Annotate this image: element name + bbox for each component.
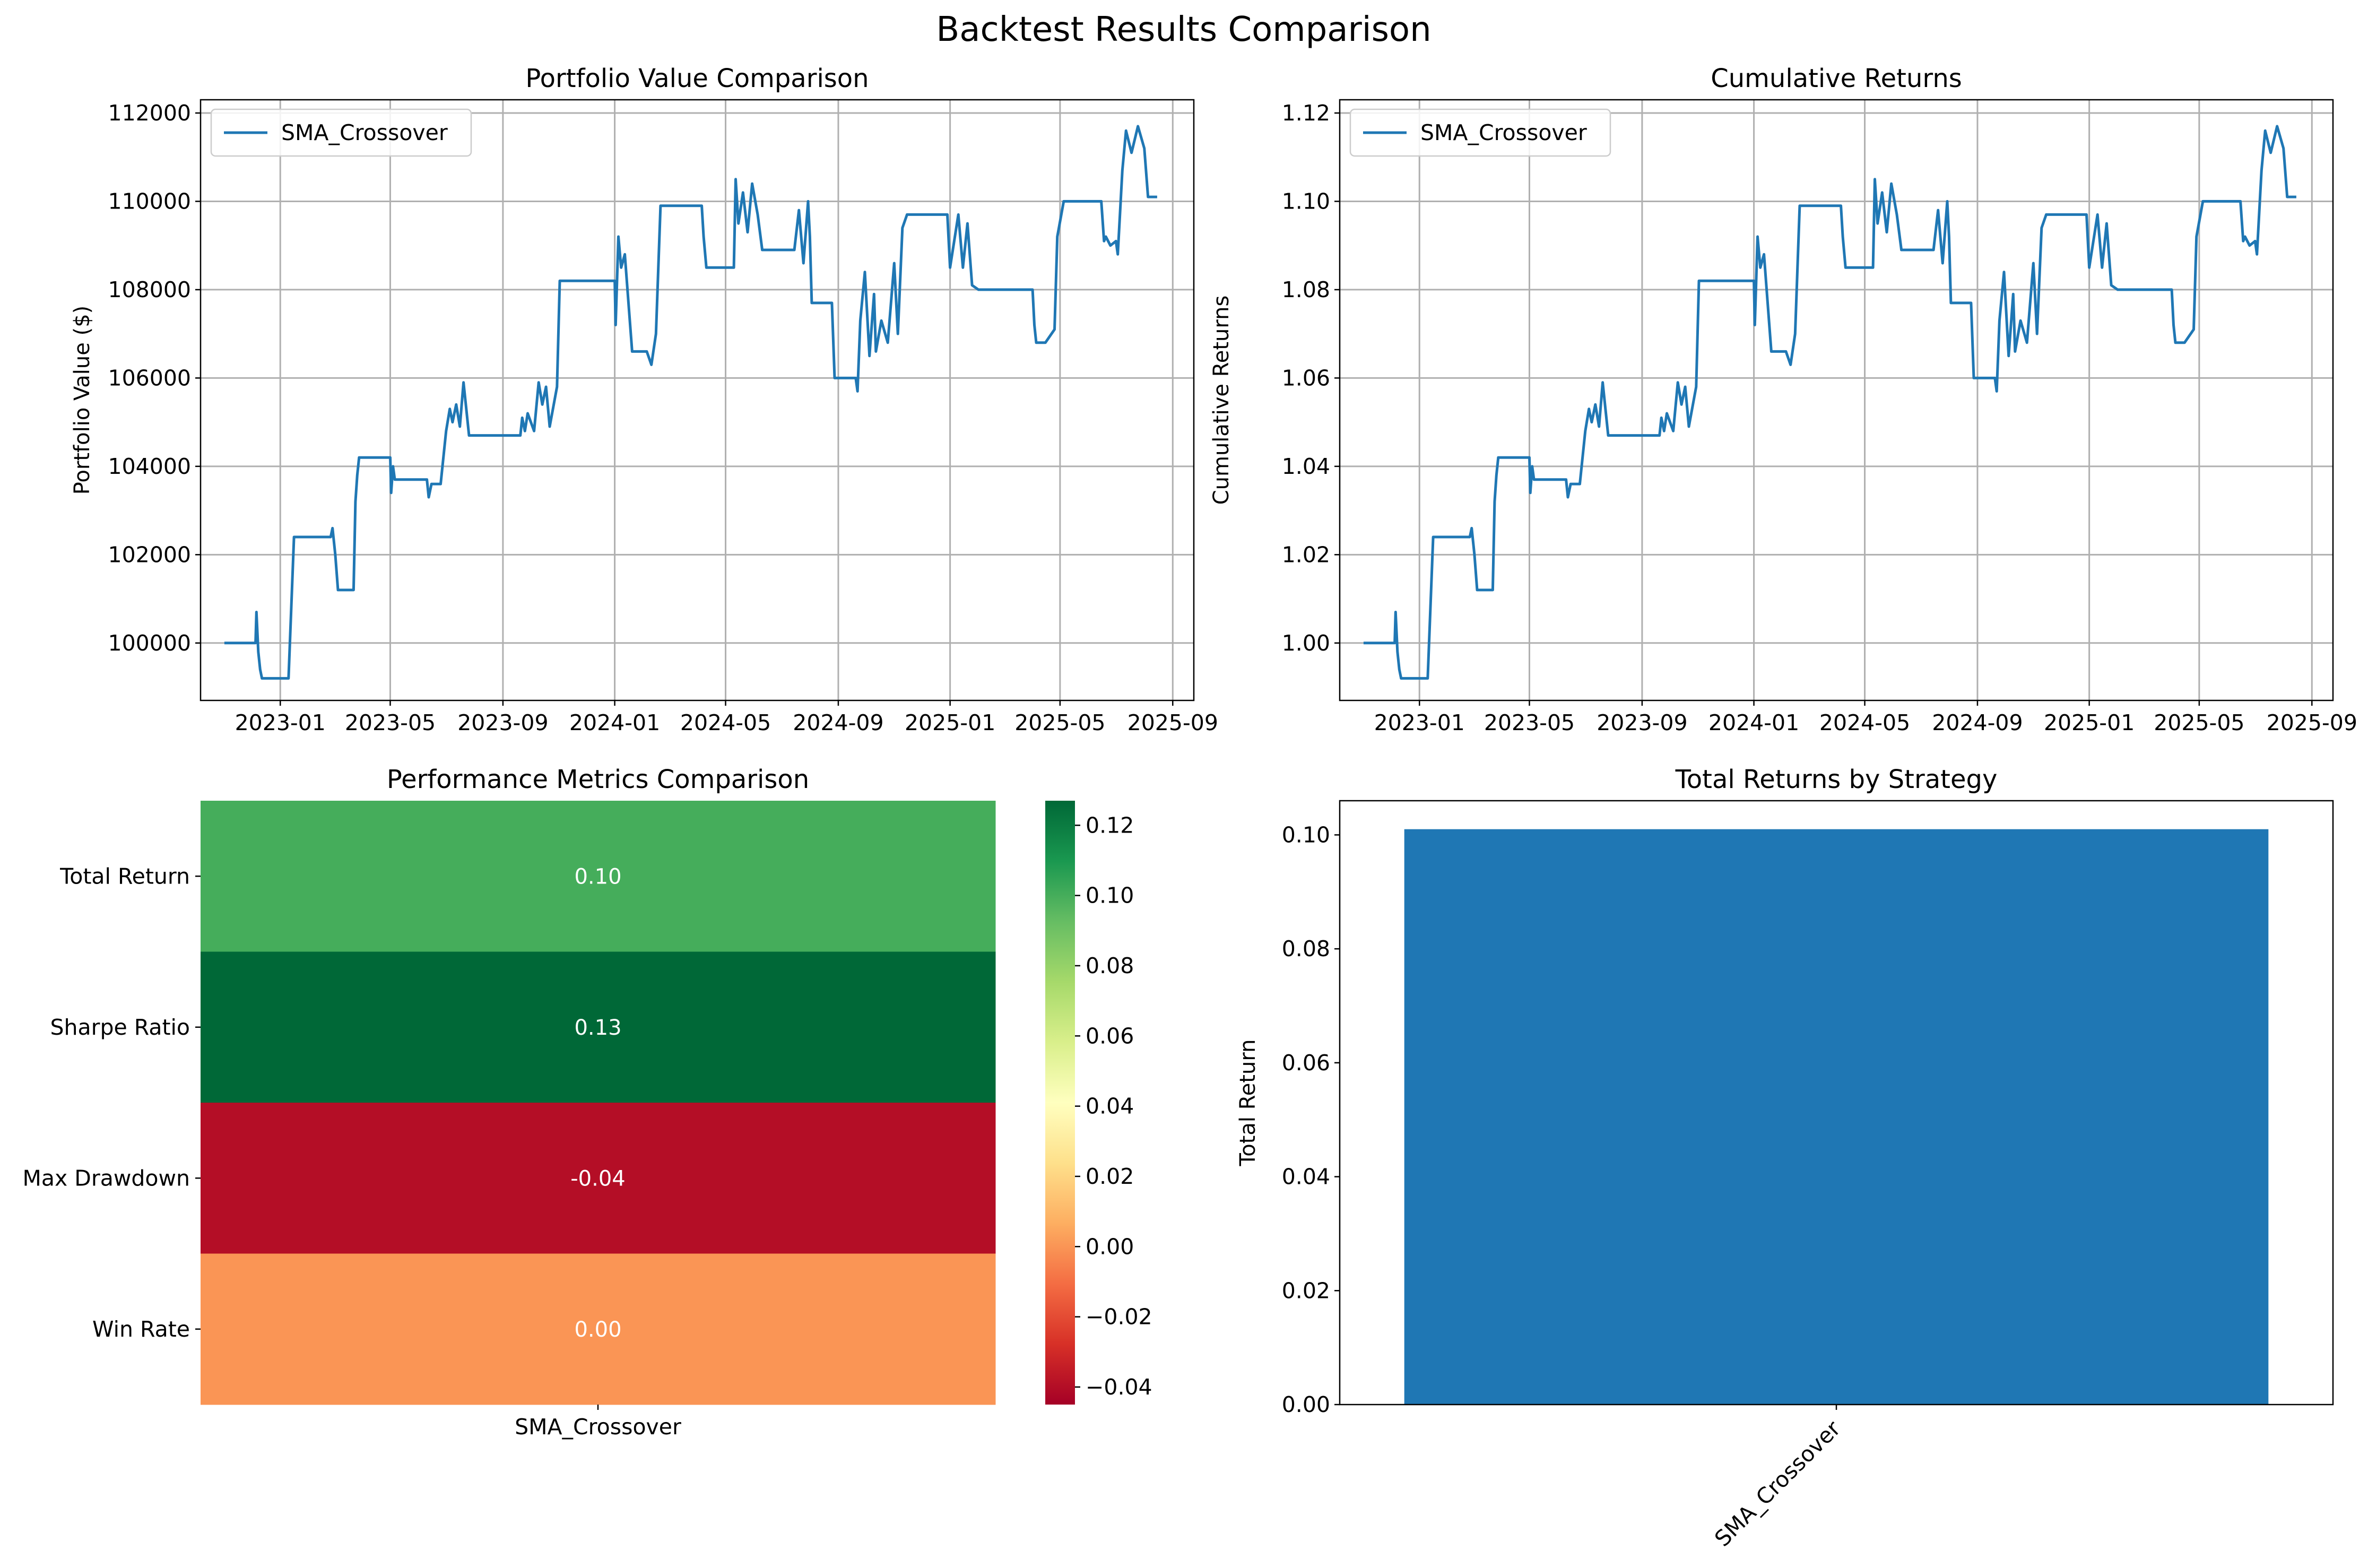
y-tick-label: 112000: [108, 100, 191, 126]
y-tick-label: 1.02: [1282, 542, 1330, 567]
x-tick-label: 2025-05: [1014, 710, 1105, 735]
colorbar-tick-label: 0.00: [1086, 1234, 1134, 1259]
y-tick-label: 104000: [108, 454, 191, 479]
axes-frame: [199, 99, 1195, 701]
x-tick-label: 2024-05: [1819, 710, 1910, 735]
colorbar-tick-label: 0.10: [1086, 883, 1134, 908]
line-chart-1: 2023-01 2023-05 2023-09 2024-01 2024-05 2024-…: [1209, 64, 2357, 735]
x-tick-label: 2024-01: [1708, 710, 1799, 735]
grid: [1340, 100, 2333, 700]
colorbar-tick-label: −0.04: [1086, 1374, 1152, 1400]
line-chart-0: 2023-01 2023-05 2023-09 2024-01 2024-05 2024-…: [70, 64, 1218, 735]
y-tick-label: 1.12: [1282, 100, 1330, 126]
heatmap-cell-label: -0.04: [570, 1166, 626, 1191]
bar-chart-3: SMA_Crossover0.000.020.040.060.080.10Tot…: [1236, 765, 2334, 1552]
y-axis-label: Total Return: [1236, 1039, 1260, 1167]
x-tick-label: 2025-05: [2154, 710, 2244, 735]
colorbar-tick-label: 0.12: [1086, 812, 1134, 838]
chart-title: Cumulative Returns: [1711, 64, 1962, 93]
y-tick-label: 1.08: [1282, 277, 1330, 302]
x-tick-label: 2024-05: [680, 710, 771, 735]
y-tick-label: 100000: [108, 630, 191, 656]
y-axis-label: Cumulative Returns: [1209, 296, 1234, 505]
series-line-0: [224, 125, 1157, 680]
row-label: Max Drawdown: [22, 1165, 190, 1191]
x-tick-label: 2025-09: [1127, 710, 1218, 735]
x-tick-label: 2023-01: [1374, 710, 1465, 735]
colorbar-tick-label: 0.06: [1086, 1023, 1134, 1049]
legend: SMA_Crossover: [1349, 108, 1611, 157]
y-tick-label: 102000: [108, 542, 191, 567]
colorbar-tick-label: 0.04: [1086, 1094, 1134, 1119]
x-tick-label: 2023-01: [235, 710, 326, 735]
y-tick-label: 1.06: [1282, 365, 1330, 391]
colorbar-tick-label: −0.02: [1086, 1304, 1152, 1330]
heatmap-cell-label: 0.00: [574, 1318, 621, 1342]
figure-title: Backtest Results Comparison: [936, 10, 1431, 49]
y-tick-label: 0.04: [1282, 1164, 1330, 1190]
x-tick-label: 2023-05: [345, 710, 436, 735]
heatmap-cell: [201, 1253, 996, 1405]
row-label: Win Rate: [92, 1316, 190, 1342]
y-tick-label: 0.00: [1282, 1392, 1330, 1417]
legend-label: SMA_Crossover: [1420, 120, 1587, 145]
y-tick-label: 106000: [108, 365, 191, 391]
x-tick-label: 2023-09: [457, 710, 548, 735]
y-tick-label: 1.04: [1282, 454, 1330, 479]
row-label: Sharpe Ratio: [50, 1015, 190, 1040]
series-line-0: [1363, 125, 2296, 680]
heatmap-cell-label: 0.13: [574, 1016, 621, 1040]
y-tick-label: 1.10: [1282, 188, 1330, 214]
y-tick-label: 108000: [108, 277, 191, 302]
y-tick-label: 0.02: [1282, 1278, 1330, 1303]
x-tick-label: 2025-01: [905, 710, 995, 735]
y-tick-label: 0.06: [1282, 1050, 1330, 1076]
y-axis-label: Portfolio Value ($): [70, 306, 94, 495]
y-tick-label: 0.08: [1282, 936, 1330, 961]
column-label: SMA_Crossover: [515, 1414, 681, 1440]
x-tick-label: 2023-09: [1597, 710, 1687, 735]
colorbar-tick-label: 0.08: [1086, 953, 1134, 978]
subplots: 2023-01 2023-05 2023-09 2024-01 2024-05 2024-…: [22, 64, 2357, 1552]
heatmap-cell-label: 0.10: [574, 864, 621, 889]
axes-frame: [1339, 99, 2334, 701]
x-tick-label: 2024-01: [569, 710, 660, 735]
legend-box: [1349, 108, 1611, 157]
x-tick-label: 2025-01: [2044, 710, 2135, 735]
heatmap-2: 0.10 Total Return 0.13 Sharpe Ratio -0.04 Max…: [22, 765, 1152, 1440]
grid: [201, 100, 1194, 700]
x-tick-label: 2025-09: [2267, 710, 2357, 735]
legend-label: SMA_Crossover: [281, 120, 448, 145]
legend-box: [210, 108, 472, 157]
y-tick-label: 1.00: [1282, 630, 1330, 656]
colorbar: [1045, 801, 1075, 1405]
axes-frame: [1339, 800, 2334, 1406]
x-tick-label: 2023-05: [1484, 710, 1575, 735]
heatmap-cell: [201, 1103, 996, 1254]
chart-title: Performance Metrics Comparison: [387, 765, 809, 794]
heatmap-cell: [201, 951, 996, 1103]
legend: SMA_Crossover: [210, 108, 472, 157]
x-tick-label: 2024-09: [1932, 710, 2023, 735]
y-tick-label: 0.10: [1282, 822, 1330, 847]
chart-title: Total Returns by Strategy: [1675, 765, 1998, 794]
row-label: Total Return: [59, 863, 190, 889]
y-tick-label: 110000: [108, 188, 191, 214]
heatmap-cell: [201, 801, 996, 952]
chart-title: Portfolio Value Comparison: [525, 64, 869, 93]
colorbar-tick-label: 0.02: [1086, 1164, 1134, 1189]
x-tick-label: 2024-09: [793, 710, 883, 735]
bar: [1404, 829, 2269, 1405]
